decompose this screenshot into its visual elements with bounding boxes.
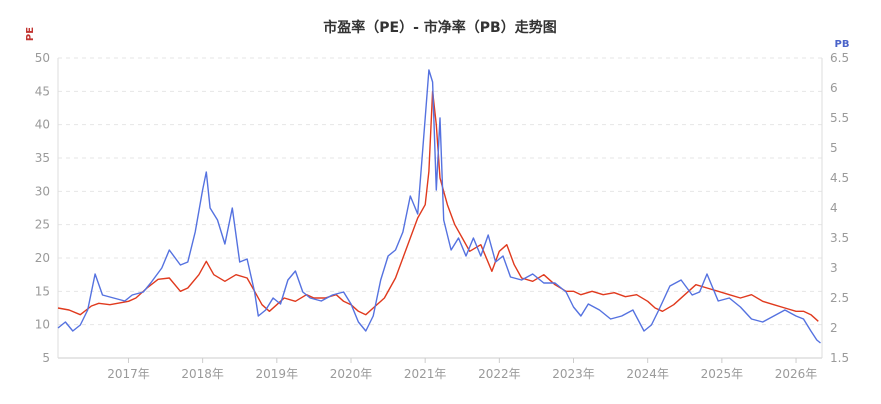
series-lines bbox=[57, 69, 821, 344]
y-right-tick-label: 4.5 bbox=[830, 171, 849, 185]
x-tick-label: 2024年 bbox=[626, 367, 669, 381]
x-tick-label: 2017年 bbox=[107, 367, 150, 381]
y-left-tick-label: 35 bbox=[35, 151, 50, 165]
y-left-tick-label: 15 bbox=[35, 284, 50, 298]
y-right-axis-label: PB bbox=[835, 39, 850, 50]
grid-lines bbox=[58, 57, 822, 326]
x-ticks: 2017年 2018年 2019年 2020年 2021年 2022年 2023年 2024年… bbox=[107, 358, 817, 381]
x-tick-label: 2021年 bbox=[404, 367, 447, 381]
chart-title: 市盈率（PE）- 市净率（PB）走势图 bbox=[323, 19, 556, 36]
x-tick-label: 2023年 bbox=[552, 367, 595, 381]
y-left-axis-label: PE bbox=[25, 27, 36, 41]
x-tick-label: 2026年 bbox=[775, 367, 818, 381]
y-left-tick-label: 40 bbox=[35, 118, 50, 132]
x-tick-label: 2022年 bbox=[478, 367, 521, 381]
y-right-tick-label: 3.5 bbox=[830, 231, 849, 245]
series-line-pb bbox=[57, 69, 821, 344]
y-left-tick-label: 10 bbox=[35, 318, 50, 332]
axes bbox=[57, 58, 823, 359]
y-right-tick-label: 2 bbox=[830, 321, 838, 335]
y-left-tick-label: 45 bbox=[35, 84, 50, 98]
y-left-tick-label: 30 bbox=[35, 184, 50, 198]
y-left-tick-label: 25 bbox=[35, 218, 50, 232]
y-right-tick-label: 4 bbox=[830, 201, 838, 215]
y-right-tick-label: 6 bbox=[830, 81, 838, 95]
y-left-tick-label: 20 bbox=[35, 251, 50, 265]
y-right-ticks: 1.5 2 2.5 3 3.5 4 4.5 5 5.5 6 6.5 bbox=[830, 51, 849, 365]
x-tick-label: 2018年 bbox=[181, 367, 224, 381]
y-right-tick-label: 3 bbox=[830, 261, 838, 275]
y-right-tick-label: 1.5 bbox=[830, 351, 849, 365]
x-tick-label: 2025年 bbox=[701, 367, 744, 381]
y-right-tick-label: 5.5 bbox=[830, 111, 849, 125]
y-left-tick-label: 50 bbox=[35, 51, 50, 65]
y-left-tick-label: 5 bbox=[42, 351, 50, 365]
series-line-pe bbox=[57, 90, 819, 322]
y-right-tick-label: 2.5 bbox=[830, 291, 849, 305]
y-left-ticks: 5 10 15 20 25 30 35 40 45 50 bbox=[35, 51, 50, 365]
x-tick-label: 2020年 bbox=[330, 367, 373, 381]
y-right-tick-label: 5 bbox=[830, 141, 838, 155]
y-right-tick-label: 6.5 bbox=[830, 51, 849, 65]
x-tick-label: 2019年 bbox=[256, 367, 299, 381]
